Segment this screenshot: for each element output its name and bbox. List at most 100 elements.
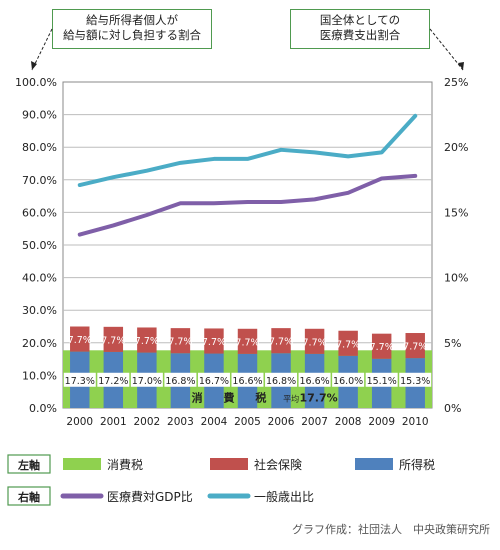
y-left-tick-label: 10.0% xyxy=(22,369,57,382)
social-insurance-bar xyxy=(405,333,425,359)
x-tick-label: 2009 xyxy=(368,416,395,428)
left-callout-arrow xyxy=(31,28,53,71)
income-tax-data-label: 16.0% xyxy=(333,376,363,387)
right-callout-arrowhead xyxy=(458,62,464,70)
legend-left-axis-label: 左軸 xyxy=(17,458,40,472)
income-tax-label-bg xyxy=(265,372,298,387)
legend-left-axis-box xyxy=(7,454,51,474)
x-tick-label: 2010 xyxy=(402,416,429,428)
income-tax-data-label: 15.1% xyxy=(367,376,397,387)
legend-swatch xyxy=(355,458,393,470)
x-tick-label: 2002 xyxy=(133,416,160,428)
x-tick-label: 2008 xyxy=(335,416,362,428)
income-tax-label-bg xyxy=(399,372,432,387)
consumption-tax-label-char: 消 xyxy=(192,390,203,404)
y-right-tick-label: 5% xyxy=(444,337,461,350)
social-insurance-bar xyxy=(70,326,90,352)
right-callout-arrow xyxy=(429,28,464,71)
legend-right-axis-label: 右軸 xyxy=(17,490,40,504)
left-axis-callout: 給与所得者個人が 給与額に対し負担する割合 xyxy=(52,9,212,49)
social-insurance-data-label: 7.7% xyxy=(68,335,92,346)
y-left-tick-label: 50.0% xyxy=(22,239,57,252)
y-left-tick-label: 80.0% xyxy=(22,141,57,154)
chart: 17.3% 7.7% 17.2% 7.7% 17.0% 7.7% 16.8% 7.7% 16.7… xyxy=(7,28,468,506)
income-tax-label-bg xyxy=(130,372,163,387)
social-insurance-bar xyxy=(137,327,157,353)
x-tick-label: 2005 xyxy=(234,416,261,428)
bars: 17.3% 7.7% 17.2% 7.7% 17.0% 7.7% 16.8% 7.7% 16.7… xyxy=(63,326,432,408)
y-left-tick-label: 40.0% xyxy=(22,272,57,285)
legend-swatch xyxy=(210,458,248,470)
legend-label: 消費税 xyxy=(107,457,143,472)
income-tax-data-label: 16.8% xyxy=(165,376,195,387)
x-tick-label: 2001 xyxy=(100,416,127,428)
social-insurance-bar xyxy=(371,333,392,359)
social-insurance-bar xyxy=(271,328,291,354)
series-line xyxy=(77,173,418,237)
social-insurance-data-label: 7.7% xyxy=(269,337,293,348)
social-insurance-bar xyxy=(170,328,191,354)
y-right-tick-label: 20% xyxy=(444,141,468,154)
x-tick-label: 2003 xyxy=(167,416,194,428)
income-tax-data-label: 16.6% xyxy=(232,376,262,387)
income-tax-data-label: 15.3% xyxy=(400,376,430,387)
social-insurance-data-label: 7.7% xyxy=(235,337,259,348)
y-left-tick-label: 70.0% xyxy=(22,174,57,187)
x-tick-label: 2006 xyxy=(268,416,295,428)
income-tax-data-label: 17.2% xyxy=(98,376,128,387)
social-insurance-data-label: 7.7% xyxy=(168,337,192,348)
social-insurance-data-label: 7.7% xyxy=(403,342,427,353)
income-tax-data-label: 16.7% xyxy=(199,376,229,387)
social-insurance-data-label: 7.7% xyxy=(135,336,159,347)
income-tax-label-bg xyxy=(164,372,197,387)
legend-label: 社会保険 xyxy=(254,457,302,472)
consumption-tax-avg-label: 17.7% xyxy=(300,391,338,404)
income-tax-label-bg xyxy=(332,372,365,387)
y-left-tick-label: 100.0% xyxy=(15,76,57,89)
income-tax-label-bg xyxy=(231,372,264,387)
y-left-tick-label: 60.0% xyxy=(22,206,57,219)
social-insurance-data-label: 7.7% xyxy=(202,337,226,348)
legend-right-axis-box xyxy=(7,486,51,506)
right-axis-callout: 国全体としての 医療費支出割合 xyxy=(290,9,430,49)
y-left-tick-label: 30.0% xyxy=(22,304,57,317)
consumption-tax-label-char: 税 xyxy=(255,390,266,404)
legend-swatch xyxy=(63,458,101,470)
consumption-tax-label-char: 費 xyxy=(223,390,235,404)
y-right-tick-label: 25% xyxy=(444,76,468,89)
social-insurance-data-label: 7.7% xyxy=(370,342,394,353)
x-tick-label: 2007 xyxy=(301,416,328,428)
income-tax-data-label: 16.6% xyxy=(299,376,329,387)
x-tick-label: 2000 xyxy=(66,416,93,428)
axes: 0.0% 10.0% 20.0% 30.0% 40.0% 50.0% 60.0% 70.0% 8… xyxy=(15,76,468,428)
left-axis-callout-text: 給与所得者個人が 給与額に対し負担する割合 xyxy=(63,13,201,42)
consumption-tax-avg-note: 平均 xyxy=(283,393,299,403)
chart-credit: グラフ作成：社団法人 中央政策研究所 xyxy=(292,523,490,536)
income-tax-data-label: 16.8% xyxy=(266,376,296,387)
right-axis-callout-text: 国全体としての 医療費支出割合 xyxy=(319,13,401,42)
social-insurance-bar xyxy=(237,328,258,354)
y-right-tick-label: 10% xyxy=(444,272,468,285)
social-insurance-bar xyxy=(304,328,325,354)
series-line xyxy=(77,113,418,188)
social-insurance-data-label: 7.7% xyxy=(336,339,360,350)
legend-label: 医療費対GDP比 xyxy=(107,489,193,504)
income-tax-label-bg xyxy=(97,372,130,387)
x-tick-label: 2004 xyxy=(201,416,228,428)
social-insurance-data-label: 7.7% xyxy=(101,335,125,346)
y-left-tick-label: 90.0% xyxy=(22,109,57,122)
social-insurance-bar xyxy=(103,326,124,352)
y-left-tick-label: 0.0% xyxy=(29,402,57,415)
social-insurance-bar xyxy=(204,328,224,354)
income-tax-label-bg xyxy=(197,372,230,387)
income-tax-data-label: 17.3% xyxy=(65,376,95,387)
legend-label: 一般歳出比 xyxy=(254,489,314,504)
social-insurance-data-label: 7.7% xyxy=(303,337,327,348)
y-right-tick-label: 0% xyxy=(444,402,461,415)
income-tax-label-bg xyxy=(63,372,96,387)
y-right-tick-label: 15% xyxy=(444,206,468,219)
series-lines xyxy=(77,113,418,237)
legend-label: 所得税 xyxy=(399,457,435,472)
income-tax-data-label: 17.0% xyxy=(132,376,162,387)
